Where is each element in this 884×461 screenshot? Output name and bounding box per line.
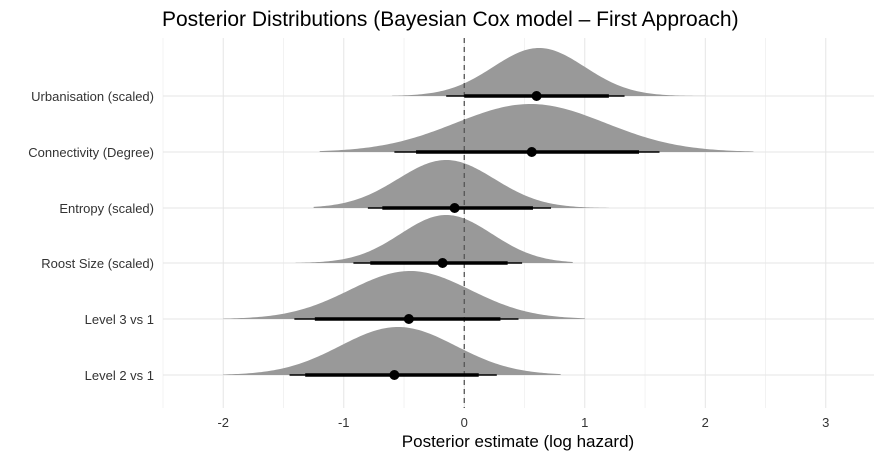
- y-tick-label-5: Level 2 vs 1: [85, 368, 154, 383]
- density-1: [319, 104, 754, 152]
- density-2: [313, 160, 609, 208]
- point-estimate-4: [403, 314, 414, 324]
- chart-title: Posterior Distributions (Bayesian Cox mo…: [162, 8, 739, 31]
- interval-layer: [289, 91, 660, 380]
- x-tick-labels: -2 -1 0 1 2 3: [217, 415, 829, 430]
- x-tick-label: -2: [217, 415, 229, 430]
- x-tick-label: 0: [461, 415, 468, 430]
- point-estimate-5: [389, 370, 400, 380]
- density-3: [295, 215, 573, 263]
- y-tick-label-3: Roost Size (scaled): [41, 256, 154, 271]
- x-tick-label: 2: [702, 415, 709, 430]
- x-tick-label: 1: [581, 415, 588, 430]
- density-0: [391, 48, 706, 96]
- x-axis-label: Posterior estimate (log hazard): [402, 432, 634, 451]
- point-estimate-2: [449, 203, 460, 213]
- x-tick-label: 3: [822, 415, 829, 430]
- y-tick-label-4: Level 3 vs 1: [85, 312, 154, 327]
- point-estimate-0: [531, 91, 542, 101]
- y-tick-label-1: Connectivity (Degree): [28, 145, 154, 160]
- x-tick-label: -1: [338, 415, 350, 430]
- density-5: [223, 327, 561, 375]
- y-tick-label-2: Entropy (scaled): [59, 201, 154, 216]
- point-estimate-3: [437, 258, 448, 268]
- density-4: [223, 271, 585, 319]
- y-tick-label-0: Urbanisation (scaled): [31, 89, 154, 104]
- y-tick-labels: Urbanisation (scaled) Connectivity (Degre…: [28, 89, 154, 383]
- point-estimate-1: [526, 147, 537, 157]
- density-layer: [223, 48, 754, 375]
